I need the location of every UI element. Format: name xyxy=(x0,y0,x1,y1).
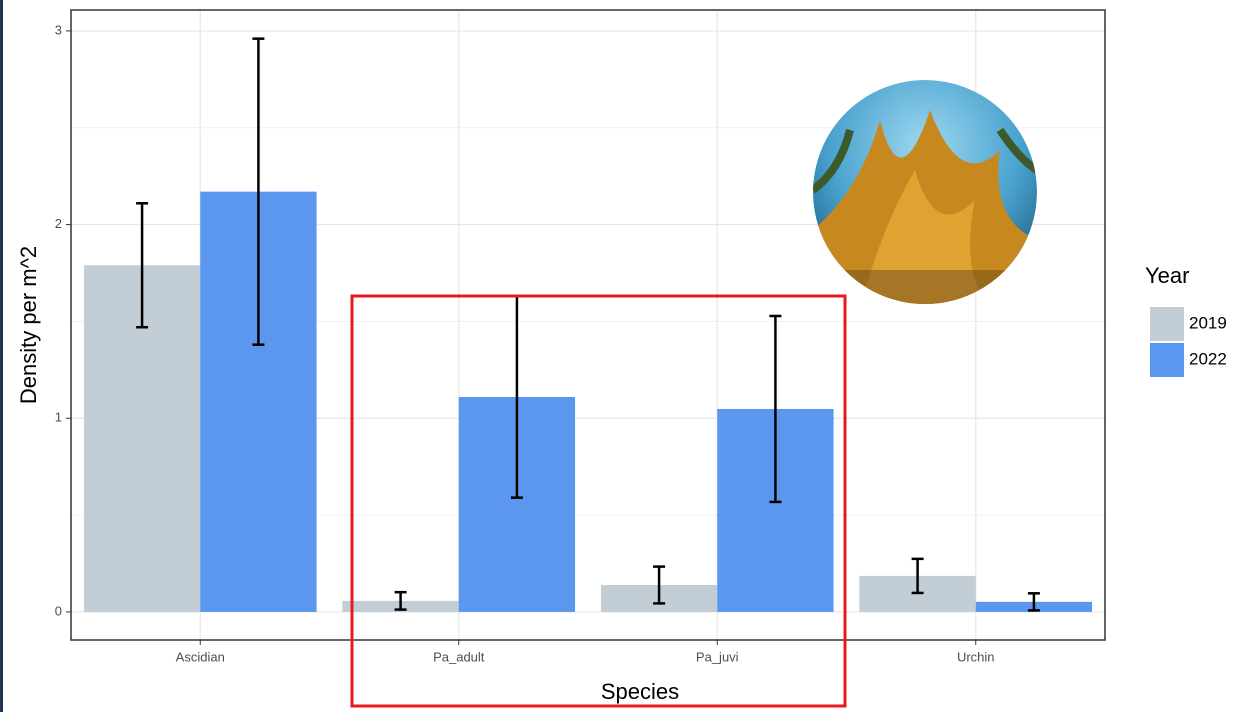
x-tick-label: Urchin xyxy=(957,649,995,664)
error-bar xyxy=(136,202,149,329)
photo-rock xyxy=(813,270,1037,304)
legend-key xyxy=(1150,343,1184,377)
x-tick-label: Ascidian xyxy=(176,649,225,664)
panel-border xyxy=(70,9,1106,641)
error-bar xyxy=(252,37,265,346)
y-tick-label: 3 xyxy=(55,22,62,37)
error-bar xyxy=(1027,592,1040,612)
x-axis-title: Species xyxy=(601,679,679,704)
left-edge xyxy=(0,0,3,712)
legend-label: 2022 xyxy=(1189,349,1227,368)
error-bar xyxy=(653,565,666,605)
error-bar xyxy=(769,314,782,504)
error-bar xyxy=(394,590,407,611)
legend-key xyxy=(1150,307,1184,341)
photo-kelp xyxy=(813,127,1037,194)
x-tick-label: Pa_juvi xyxy=(696,649,739,664)
error-bar xyxy=(911,557,924,595)
y-tick-label: 1 xyxy=(55,410,62,425)
highlight-box xyxy=(350,294,847,708)
y-tick-label: 2 xyxy=(55,216,62,231)
y-axis-title: Density per m^2 xyxy=(16,246,41,404)
legend-title: Year xyxy=(1145,263,1189,288)
photo xyxy=(813,80,1037,304)
legend-label: 2019 xyxy=(1189,313,1227,332)
y-tick-label: 0 xyxy=(55,603,62,618)
plot-panel xyxy=(71,10,1105,640)
x-tick-label: Pa_adult xyxy=(433,649,485,664)
